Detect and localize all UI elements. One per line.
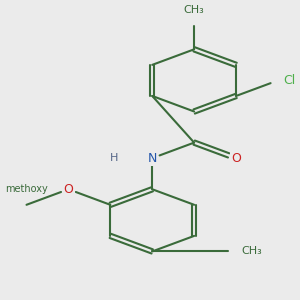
Text: Cl: Cl [284, 74, 296, 87]
Text: H: H [110, 153, 118, 163]
Text: O: O [64, 183, 73, 196]
Text: methoxy: methoxy [5, 184, 48, 194]
Text: CH₃: CH₃ [184, 5, 205, 15]
Text: N: N [148, 152, 157, 165]
Text: O: O [231, 152, 241, 165]
Text: CH₃: CH₃ [242, 246, 262, 256]
